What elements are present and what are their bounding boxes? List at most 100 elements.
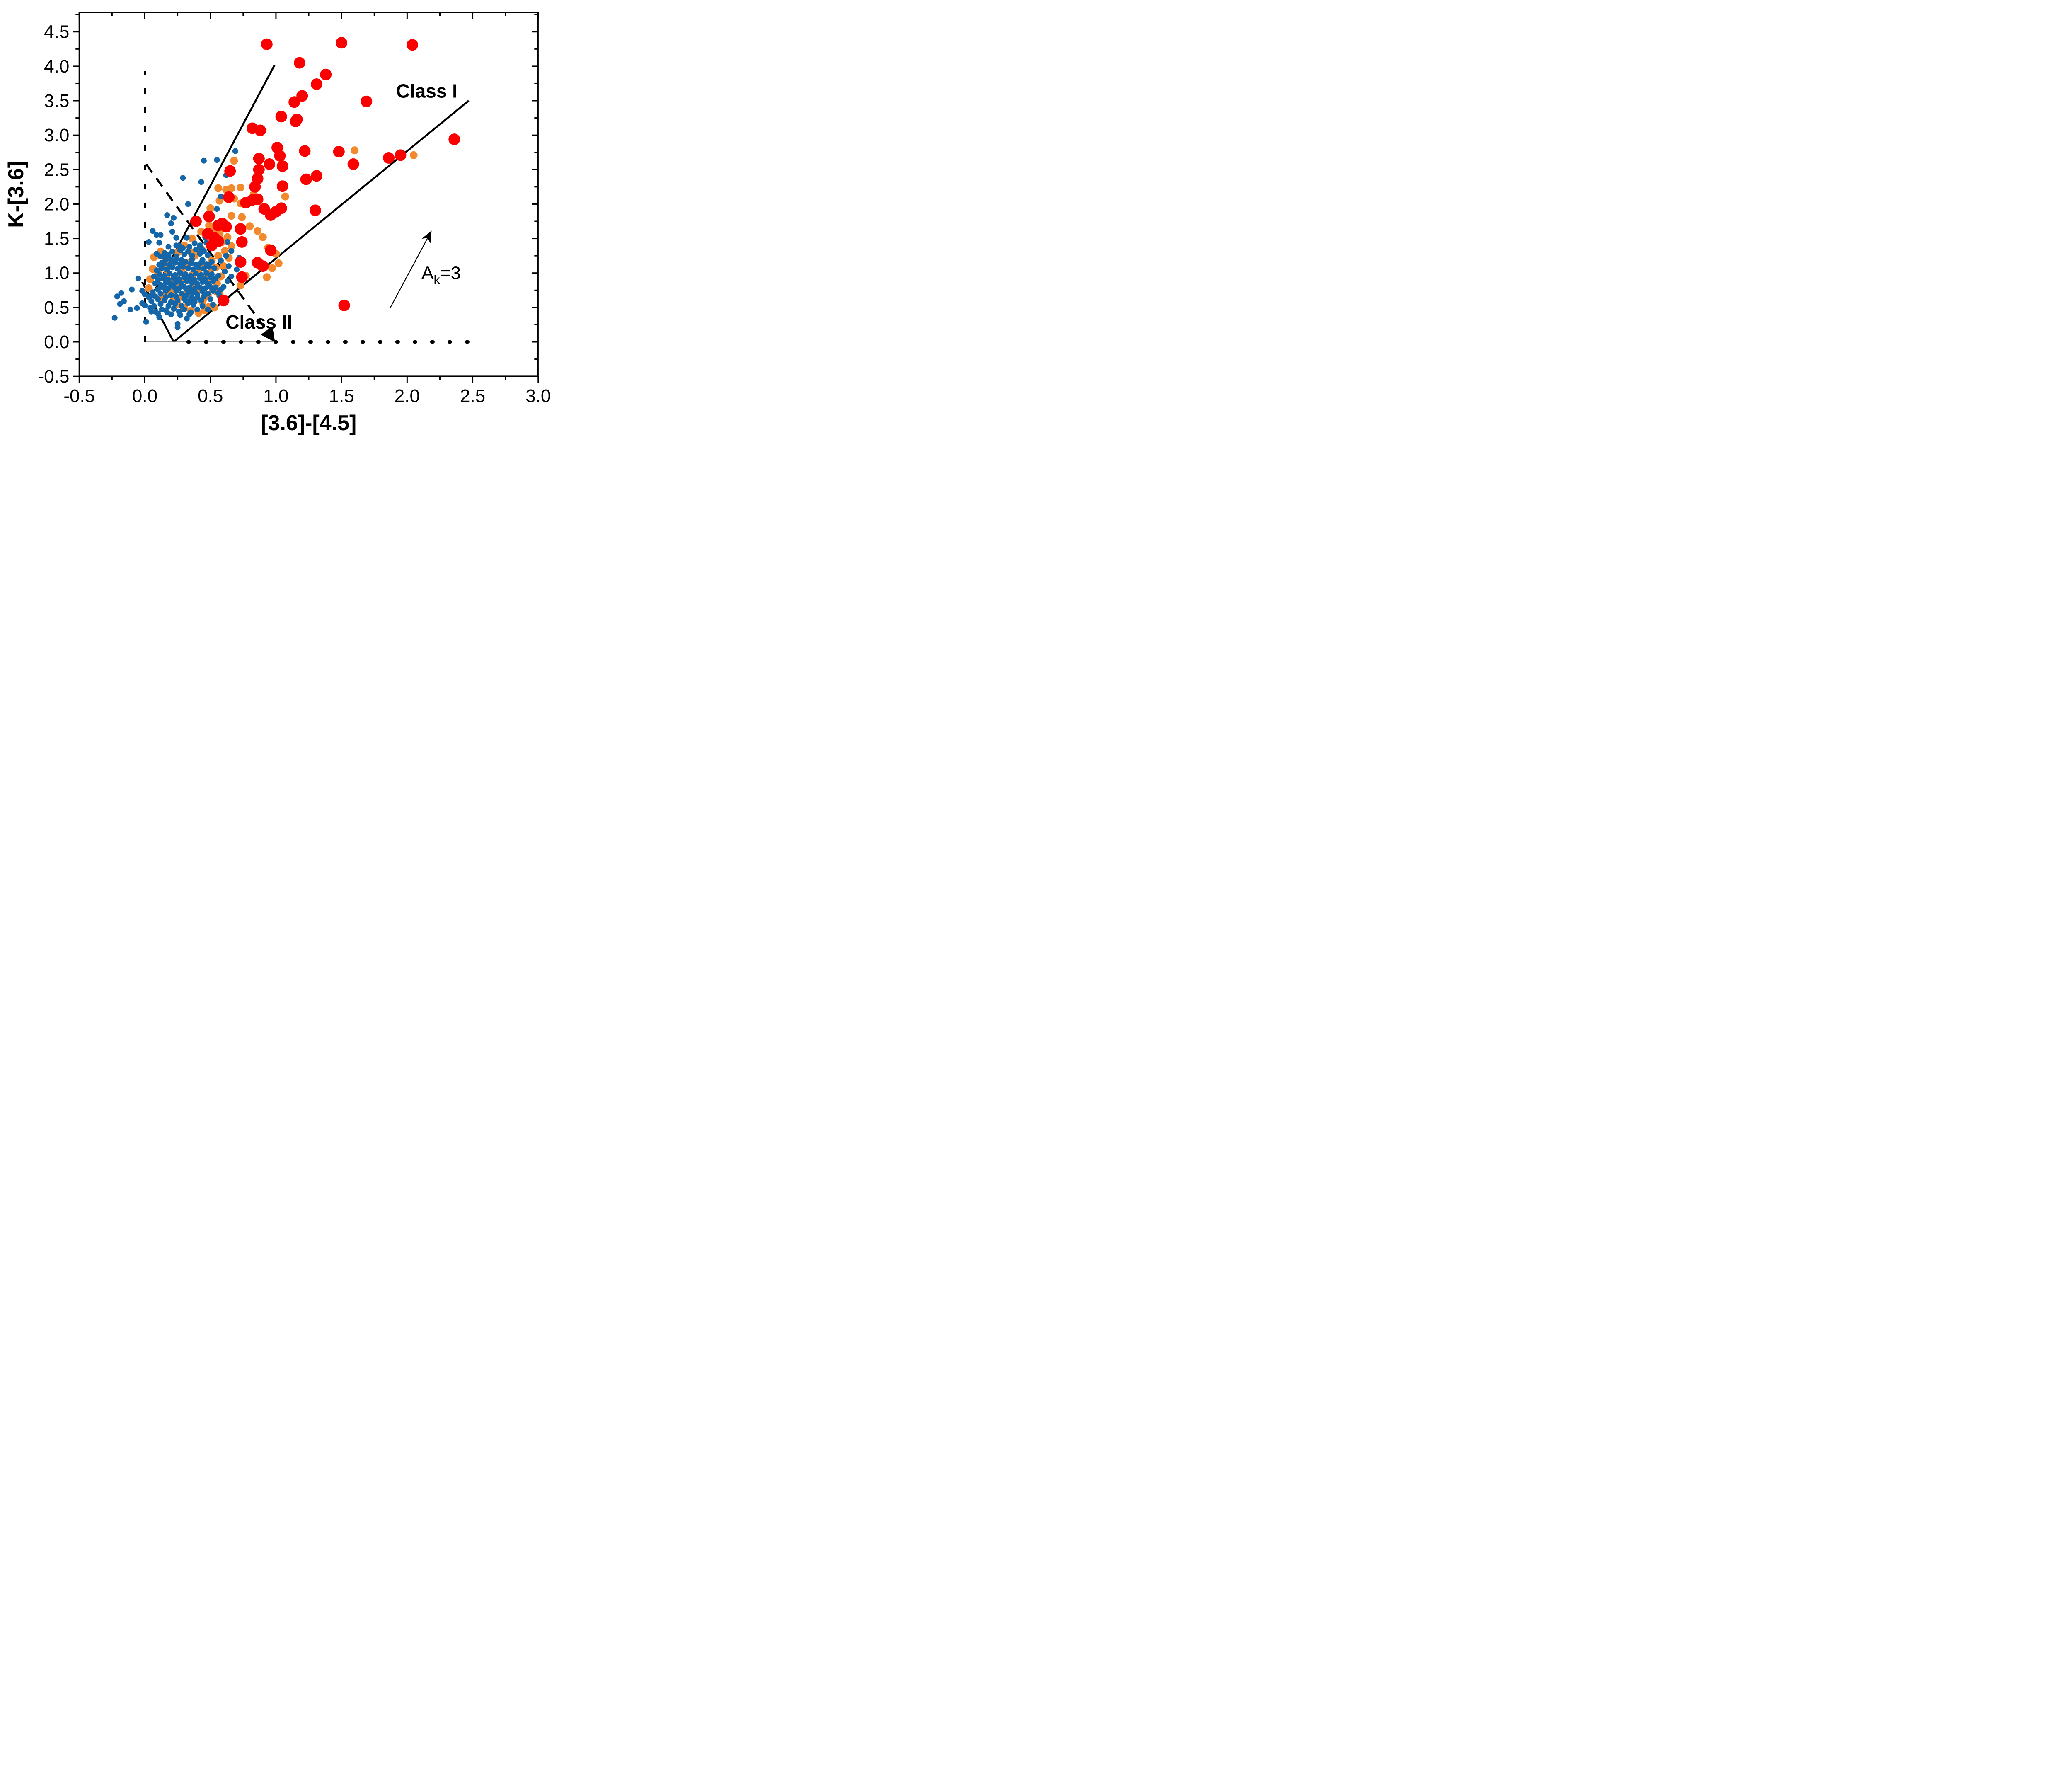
data-point-field-stars-blue: [176, 276, 182, 282]
data-point-field-stars-blue: [118, 290, 124, 296]
data-point-field-stars-blue: [218, 257, 224, 264]
data-point-field-stars-blue: [177, 270, 183, 276]
scatter-plot-canvas: -0.5 0.0 0.5 1.0 1.5 2.0 2.5 3.0 -0.5 0.0 0.5 1.0 1.…: [0, 0, 552, 448]
data-point-field-stars-blue: [205, 252, 211, 258]
data-point-field-stars-blue: [165, 244, 172, 250]
data-point-field-stars-blue: [180, 245, 186, 251]
data-point-field-stars-blue: [168, 281, 174, 287]
data-point-field-stars-blue: [111, 315, 118, 321]
class-2-label: Class II: [225, 311, 292, 333]
y-axis-title: K-[3.6]: [4, 161, 28, 228]
data-point-field-stars-blue: [185, 265, 191, 271]
x-tick-label: 2.5: [460, 386, 485, 406]
data-point-field-stars-blue: [184, 235, 190, 241]
data-point-field-stars-blue: [194, 291, 201, 298]
data-point-field-stars-blue: [151, 274, 157, 279]
data-point-field-stars-blue: [171, 215, 177, 221]
y-tick-label: -0.5: [38, 366, 69, 387]
data-point-pms-candidates-orange: [223, 233, 232, 241]
y-tick-label: 4.0: [44, 56, 69, 77]
data-point-field-stars-blue: [199, 257, 206, 263]
data-point-field-stars-blue: [190, 266, 196, 273]
color-color-diagram-figure: -0.5 0.0 0.5 1.0 1.5 2.0 2.5 3.0 -0.5 0.0 0.5 1.0 1.…: [0, 0, 552, 448]
data-point-field-stars-blue: [205, 280, 211, 286]
data-point-field-stars-blue: [179, 280, 185, 286]
data-point-pms-candidates-orange: [214, 252, 223, 260]
data-point-protostars-red: [265, 244, 277, 256]
data-point-field-stars-blue: [188, 309, 194, 315]
data-point-field-stars-blue: [201, 248, 207, 254]
data-point-field-stars-blue: [197, 242, 203, 249]
data-point-pms-candidates-orange: [274, 259, 283, 267]
data-point-protostars-red: [338, 299, 350, 311]
y-tick-label: 3.0: [44, 125, 69, 145]
figure-background: [0, 0, 552, 448]
data-point-protostars-red: [336, 37, 348, 49]
data-point-pms-candidates-orange: [246, 222, 254, 230]
data-point-field-stars-blue: [224, 239, 230, 245]
extinction-arrow: [390, 230, 432, 309]
data-point-field-stars-blue: [168, 220, 174, 226]
x-tick-label: 2.0: [395, 386, 420, 406]
data-point-protostars-red: [235, 223, 247, 235]
data-point-field-stars-blue: [142, 302, 148, 308]
data-point-pms-candidates-orange: [254, 227, 262, 235]
data-point-protostars-red: [276, 180, 288, 192]
data-point-field-stars-blue: [114, 293, 120, 300]
data-point-field-stars-blue: [155, 286, 161, 293]
data-point-protostars-red: [254, 124, 266, 136]
data-point-protostars-red: [235, 256, 247, 268]
data-point-protostars-red: [311, 78, 322, 90]
data-point-pms-candidates-orange: [237, 184, 244, 191]
data-point-field-stars-blue: [201, 157, 207, 164]
x-tick-label: 3.0: [525, 386, 551, 406]
data-point-field-stars-blue: [184, 315, 190, 322]
data-point-protostars-red: [261, 38, 273, 50]
data-point-field-stars-blue: [176, 308, 182, 315]
data-point-field-stars-blue: [223, 253, 229, 259]
data-point-field-stars-blue: [146, 239, 152, 245]
data-point-pms-candidates-orange: [227, 184, 235, 192]
data-point-field-stars-blue: [189, 253, 195, 259]
data-point-field-stars-blue: [165, 277, 172, 283]
data-point-field-stars-blue: [169, 229, 175, 235]
data-point-field-stars-blue: [155, 277, 161, 283]
data-point-protostars-red: [275, 111, 287, 123]
data-point-field-stars-blue: [173, 235, 179, 241]
data-point-protostars-red: [293, 57, 305, 69]
data-point-field-stars-blue: [205, 291, 211, 297]
data-point-field-stars-blue: [207, 296, 213, 302]
data-point-field-stars-blue: [156, 240, 162, 246]
data-point-field-stars-blue: [202, 276, 208, 282]
data-point-field-stars-blue: [121, 298, 127, 304]
data-point-field-stars-blue: [157, 291, 164, 297]
data-point-protostars-red: [274, 150, 286, 162]
y-tick-label: 1.5: [44, 229, 69, 249]
data-point-protostars-red: [333, 146, 345, 158]
data-point-protostars-red: [253, 153, 265, 165]
data-point-field-stars-blue: [150, 289, 156, 295]
data-point-field-stars-blue: [232, 148, 238, 154]
data-point-protostars-red: [249, 181, 261, 193]
data-point-field-stars-blue: [174, 324, 181, 331]
data-point-field-stars-blue: [164, 309, 170, 315]
data-point-protostars-red: [220, 221, 232, 233]
data-point-field-stars-blue: [202, 285, 208, 291]
data-point-field-stars-blue: [186, 284, 193, 291]
data-point-field-stars-blue: [205, 306, 211, 312]
data-point-field-stars-blue: [168, 299, 174, 305]
data-point-field-stars-blue: [179, 291, 185, 297]
data-point-field-stars-blue: [185, 201, 191, 207]
data-point-field-stars-blue: [222, 269, 228, 275]
data-point-field-stars-blue: [151, 303, 157, 309]
data-point-protostars-red: [299, 145, 311, 157]
y-tick-label: 3.5: [44, 91, 69, 111]
data-point-field-stars-blue: [152, 308, 158, 315]
data-point-field-stars-blue: [224, 278, 230, 284]
data-point-field-stars-blue: [193, 271, 199, 277]
series-field-stars-blue: [111, 148, 242, 331]
data-point-pms-candidates-orange: [263, 273, 271, 281]
y-tick-label: 0.5: [44, 298, 69, 318]
data-point-protostars-red: [300, 173, 312, 185]
x-tick-label: 0.0: [132, 386, 157, 406]
